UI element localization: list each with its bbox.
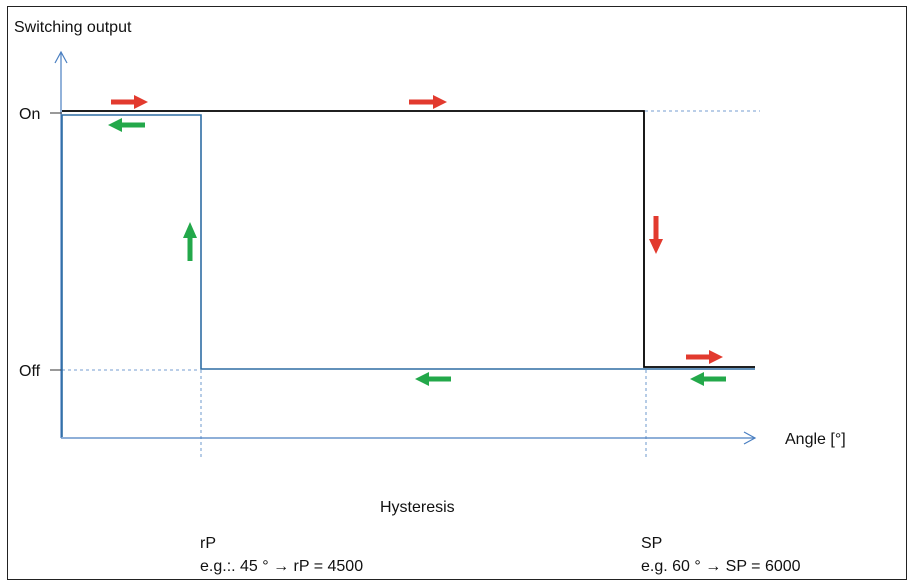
red-arrow-right-icon [111, 95, 148, 109]
red-arrow-right-icon [409, 95, 447, 109]
diagram-frame [7, 6, 907, 580]
decreasing-path [61, 114, 755, 437]
rp-label: rP [200, 535, 216, 552]
red-arrow-down-icon [649, 216, 663, 254]
increasing-path [62, 110, 755, 368]
green-arrow-left-icon [690, 372, 726, 386]
sp-example: e.g. 60 ° → SP = 6000 [641, 558, 801, 575]
diagram-title: Switching output [14, 19, 132, 36]
hysteresis-label: Hysteresis [380, 499, 455, 516]
red-arrow-right-icon [686, 350, 723, 364]
x-axis-label: Angle [°] [785, 431, 846, 448]
green-arrow-up-icon [183, 222, 197, 261]
green-arrow-left-icon [415, 372, 451, 386]
decreasing-arrows [108, 118, 726, 386]
green-arrow-left-icon [108, 118, 145, 132]
on-label: On [19, 106, 40, 123]
rp-example: e.g.:. 45 ° → rP = 4500 [200, 558, 363, 575]
off-label: Off [19, 363, 41, 380]
increasing-arrows [111, 95, 723, 364]
sp-label: SP [641, 535, 662, 552]
